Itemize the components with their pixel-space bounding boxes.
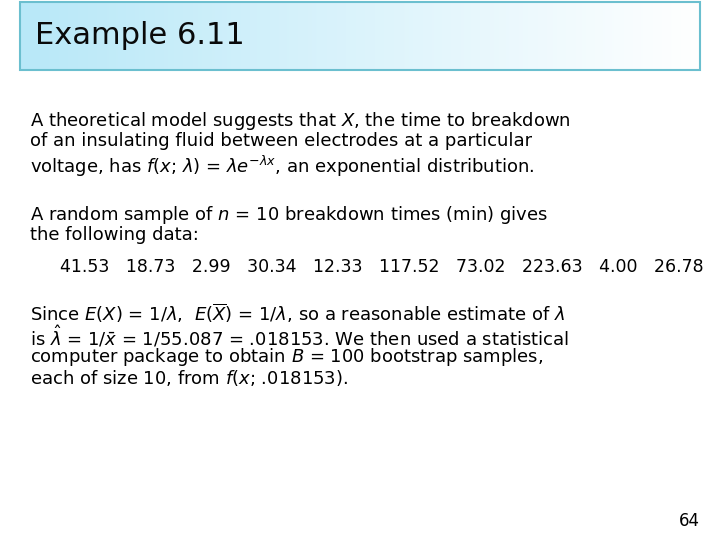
Text: A random sample of $n$ = 10 breakdown times (min) gives: A random sample of $n$ = 10 breakdown ti… [30,204,548,226]
Text: Example 6.11: Example 6.11 [35,22,245,51]
Text: 41.53   18.73   2.99   30.34   12.33   117.52   73.02   223.63   4.00   26.78: 41.53 18.73 2.99 30.34 12.33 117.52 73.0… [60,258,703,276]
Text: each of size 10, from $f$($x$; .018153).: each of size 10, from $f$($x$; .018153). [30,368,348,388]
Text: voltage, has $f$($x$; $\lambda$) = $\lambda e^{-\lambda x}$, an exponential dist: voltage, has $f$($x$; $\lambda$) = $\lam… [30,154,534,179]
Text: the following data:: the following data: [30,226,199,244]
Text: Since $E(X)$ = 1/$\lambda$,  $E(\overline{X})$ = 1/$\lambda$, so a reasonable es: Since $E(X)$ = 1/$\lambda$, $E(\overline… [30,302,565,326]
Text: 64: 64 [679,512,700,530]
Text: A theoretical model suggests that $X$, the time to breakdown: A theoretical model suggests that $X$, t… [30,110,571,132]
Text: is $\hat{\lambda}$ = 1/$\bar{x}$ = 1/55.087 = .018153. We then used a statistica: is $\hat{\lambda}$ = 1/$\bar{x}$ = 1/55.… [30,324,570,350]
Text: of an insulating fluid between electrodes at a particular: of an insulating fluid between electrode… [30,132,532,150]
Text: computer package to obtain $B$ = 100 bootstrap samples,: computer package to obtain $B$ = 100 boo… [30,346,544,368]
Bar [20,2,700,70]
